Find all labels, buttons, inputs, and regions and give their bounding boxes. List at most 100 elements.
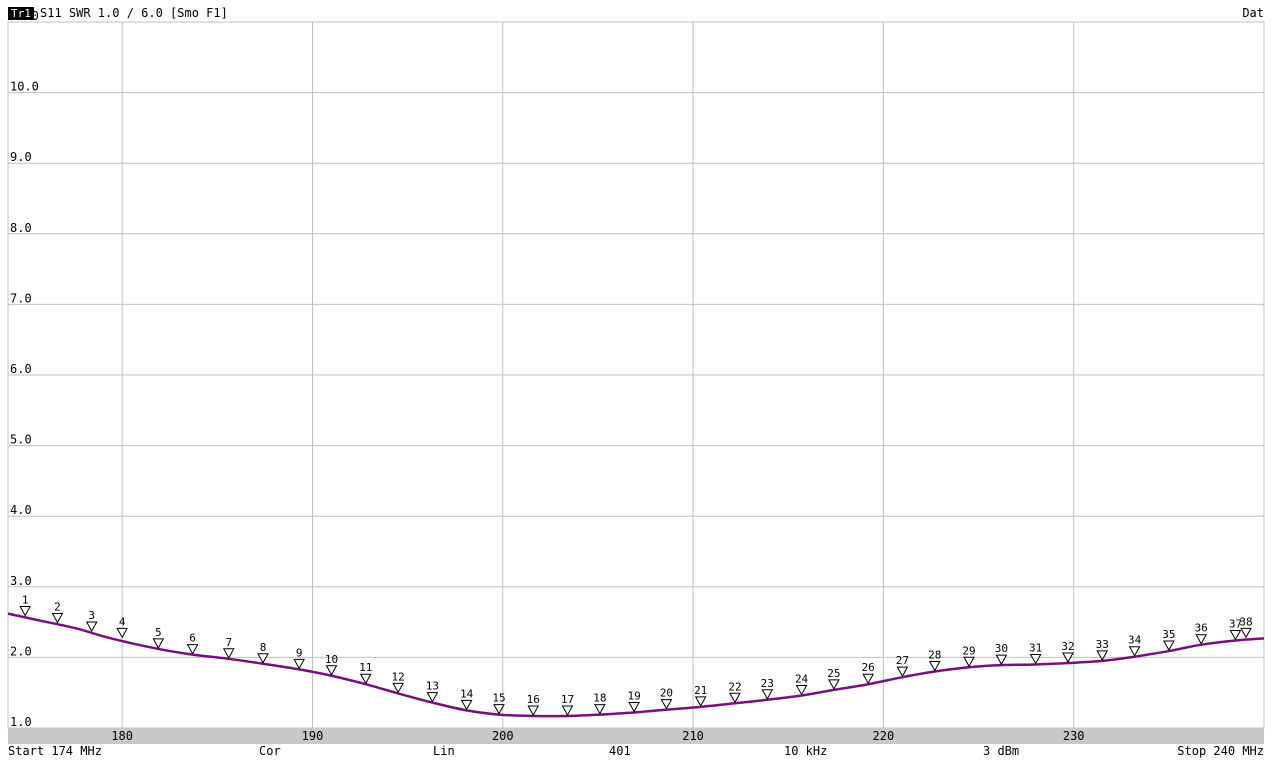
marker-label: 31 bbox=[1029, 641, 1042, 654]
marker-label: 28 bbox=[928, 649, 941, 662]
marker-triangle-icon bbox=[628, 701, 640, 713]
marker-7[interactable]: 7 bbox=[222, 636, 235, 659]
marker-label: 30 bbox=[995, 642, 1008, 655]
marker-17[interactable]: 17 bbox=[561, 693, 574, 717]
marker-triangle-icon bbox=[593, 704, 606, 715]
correction-status[interactable]: Cor bbox=[259, 744, 281, 758]
marker-10[interactable]: 10 bbox=[325, 653, 338, 676]
marker-37[interactable]: 37 bbox=[1229, 617, 1242, 641]
marker-label: 12 bbox=[391, 670, 404, 683]
marker-label: 35 bbox=[1162, 628, 1175, 641]
marker-18[interactable]: 18 bbox=[593, 692, 606, 715]
marker-triangle-icon bbox=[293, 658, 306, 670]
marker-label: 6 bbox=[189, 632, 196, 645]
marker-6[interactable]: 6 bbox=[186, 632, 199, 655]
marker-5[interactable]: 5 bbox=[152, 626, 165, 649]
sweep-type[interactable]: Lin bbox=[433, 744, 455, 758]
y-tick-label: 3.0 bbox=[10, 574, 32, 588]
marker-label: 15 bbox=[492, 692, 505, 705]
start-frequency[interactable]: Start 174 MHz bbox=[8, 744, 102, 758]
marker-11[interactable]: 11 bbox=[359, 661, 372, 685]
trace-badge[interactable]: Tr1 bbox=[8, 7, 34, 20]
marker-12[interactable]: 12 bbox=[391, 670, 405, 694]
marker-14[interactable]: 14 bbox=[460, 687, 474, 711]
marker-label: 4 bbox=[119, 615, 126, 628]
marker-33[interactable]: 33 bbox=[1096, 638, 1109, 661]
marker-triangle-icon bbox=[1240, 627, 1252, 639]
marker-triangle-icon bbox=[51, 613, 64, 624]
marker-8[interactable]: 8 bbox=[257, 641, 269, 664]
marker-20[interactable]: 20 bbox=[660, 687, 673, 710]
marker-label: 33 bbox=[1096, 638, 1109, 651]
marker-triangle-icon bbox=[1195, 634, 1208, 645]
marker-27[interactable]: 27 bbox=[896, 654, 909, 678]
marker-triangle-icon bbox=[359, 673, 372, 685]
marker-15[interactable]: 15 bbox=[492, 692, 506, 715]
marker-3[interactable]: 3 bbox=[85, 609, 98, 633]
marker-label: 27 bbox=[896, 654, 909, 667]
marker-triangle-icon bbox=[828, 679, 840, 690]
marker-triangle-icon bbox=[995, 654, 1008, 666]
marker-triangle-icon bbox=[761, 689, 774, 700]
marker-label: 17 bbox=[561, 693, 574, 706]
marker-triangle-icon bbox=[1128, 646, 1141, 657]
grid-lines bbox=[7, 21, 1265, 729]
marker-35[interactable]: 35 bbox=[1162, 628, 1175, 652]
x-tick-label: 190 bbox=[301, 729, 324, 743]
marker-label: 5 bbox=[155, 626, 162, 639]
marker-triangle-icon bbox=[660, 699, 673, 710]
marker-2[interactable]: 2 bbox=[51, 601, 64, 624]
marker-34[interactable]: 34 bbox=[1128, 634, 1142, 657]
marker-triangle-icon bbox=[426, 692, 439, 703]
marker-13[interactable]: 13 bbox=[426, 680, 439, 703]
marker-4[interactable]: 4 bbox=[116, 615, 129, 639]
marker-26[interactable]: 26 bbox=[862, 661, 875, 685]
marker-31[interactable]: 31 bbox=[1029, 641, 1042, 665]
marker-23[interactable]: 23 bbox=[761, 677, 774, 700]
marker-label: 21 bbox=[694, 684, 707, 697]
marker-28[interactable]: 28 bbox=[928, 649, 941, 672]
marker-1[interactable]: 1 bbox=[19, 593, 31, 617]
marker-21[interactable]: 21 bbox=[694, 684, 707, 707]
marker-triangle-icon bbox=[222, 648, 235, 659]
marker-label: 24 bbox=[795, 673, 809, 686]
marker-9[interactable]: 9 bbox=[293, 646, 306, 670]
marker-label: 20 bbox=[660, 687, 673, 700]
marker-22[interactable]: 22 bbox=[728, 680, 742, 704]
marker-36[interactable]: 36 bbox=[1195, 622, 1208, 645]
marker-38[interactable]: 38 bbox=[1239, 615, 1253, 639]
y-tick-label: 10.0 bbox=[10, 80, 39, 94]
marker-triangle-icon bbox=[392, 682, 404, 694]
marker-triangle-icon bbox=[896, 666, 909, 678]
marker-label: 8 bbox=[260, 641, 267, 654]
marker-29[interactable]: 29 bbox=[962, 644, 976, 668]
stop-frequency[interactable]: Stop 240 MHz bbox=[1177, 744, 1264, 758]
marker-24[interactable]: 24 bbox=[795, 673, 809, 696]
marker-triangle-icon bbox=[729, 692, 741, 704]
x-axis-bar: 180 190 200 210 220 230 bbox=[8, 728, 1264, 744]
marker-30[interactable]: 30 bbox=[995, 642, 1008, 666]
marker-label: 16 bbox=[527, 693, 540, 706]
marker-label: 22 bbox=[728, 680, 741, 693]
if-bandwidth[interactable]: 10 kHz bbox=[784, 744, 828, 758]
marker-triangle-icon bbox=[85, 621, 98, 633]
swr-trace bbox=[7, 612, 1265, 718]
marker-label: 3 bbox=[88, 609, 95, 622]
trace-title[interactable]: S11 SWR 1.0 / 6.0 [Smo F1] bbox=[40, 6, 228, 20]
source-power[interactable]: 3 dBm bbox=[983, 744, 1020, 758]
marker-16[interactable]: 16 bbox=[527, 693, 540, 717]
point-count[interactable]: 401 bbox=[609, 744, 631, 758]
marker-label: 7 bbox=[225, 636, 232, 649]
marker-triangle-icon bbox=[460, 699, 473, 711]
marker-triangle-icon bbox=[963, 656, 975, 668]
marker-label: 9 bbox=[296, 646, 303, 659]
marker-32[interactable]: 32 bbox=[1061, 640, 1075, 664]
marker-label: 19 bbox=[627, 689, 640, 702]
marker-triangle-icon bbox=[257, 653, 269, 664]
marker-25[interactable]: 25 bbox=[827, 667, 841, 690]
marker-19[interactable]: 19 bbox=[627, 689, 641, 713]
marker-triangle-icon bbox=[795, 685, 808, 696]
marker-triangle-icon bbox=[493, 704, 505, 715]
trace-mode-label: Dat bbox=[1242, 6, 1264, 20]
